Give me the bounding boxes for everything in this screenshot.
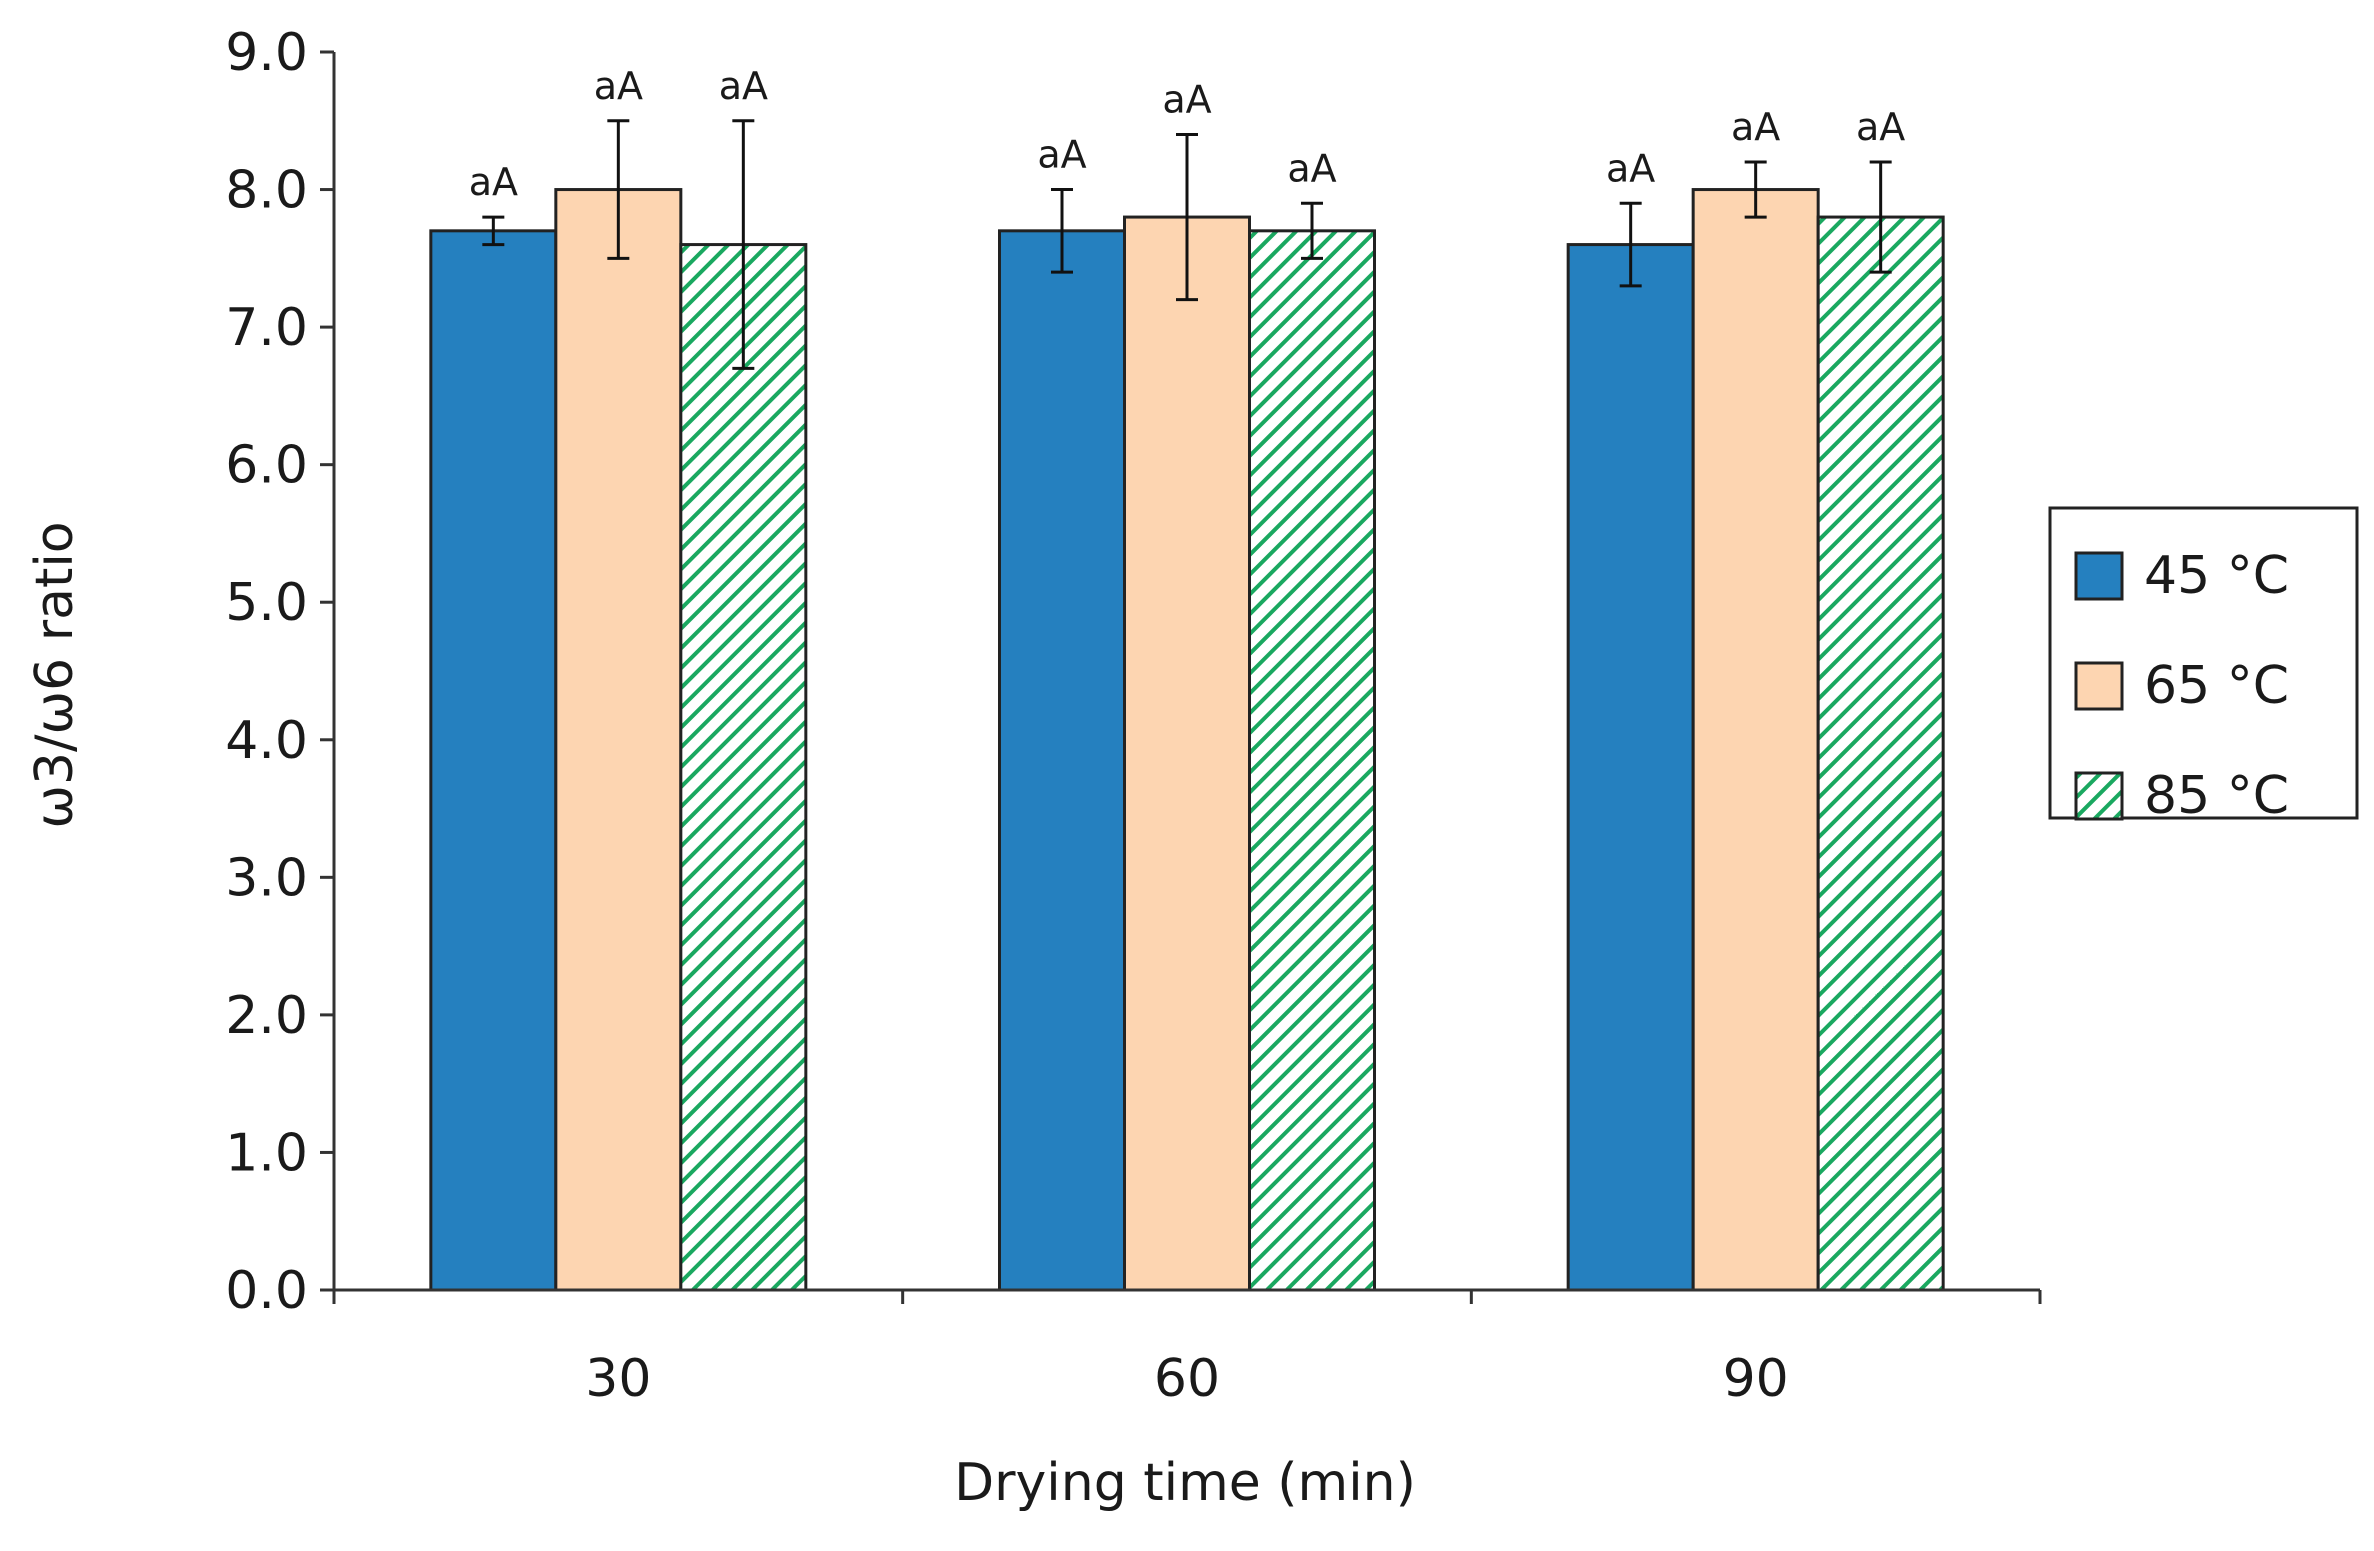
legend: 45 °C 65 °C 85 °C bbox=[2048, 506, 2359, 826]
bar bbox=[1248, 229, 1376, 1292]
data-label: aA bbox=[469, 160, 518, 204]
y-tick-label: 4.0 bbox=[225, 711, 308, 771]
data-label: aA bbox=[1162, 78, 1211, 122]
x-tick-label: 90 bbox=[1723, 1349, 1789, 1409]
bar bbox=[679, 243, 808, 1292]
bar bbox=[1566, 243, 1695, 1292]
data-label: aA bbox=[719, 64, 768, 108]
y-tick-label: 6.0 bbox=[225, 436, 308, 496]
bar bbox=[554, 188, 683, 1292]
data-label: aA bbox=[1037, 133, 1086, 177]
bar bbox=[998, 229, 1126, 1292]
data-label: aA bbox=[1731, 105, 1780, 149]
y-tick-label: 1.0 bbox=[225, 1123, 308, 1183]
bar bbox=[429, 229, 558, 1292]
data-label: aA bbox=[594, 64, 643, 108]
y-axis-title: ω3/ω6 ratio bbox=[25, 521, 85, 828]
y-tick-label: 0.0 bbox=[225, 1261, 308, 1321]
legend-swatch bbox=[2074, 551, 2124, 601]
x-tick-label: 60 bbox=[1154, 1349, 1220, 1409]
legend-label: 65 °C bbox=[2144, 656, 2289, 716]
legend-swatch bbox=[2074, 771, 2124, 821]
plot-area: aA aA aA aA aA aA aA aA aA bbox=[429, 64, 1945, 1292]
y-tick-label: 5.0 bbox=[225, 573, 308, 633]
y-tick-label: 8.0 bbox=[225, 161, 308, 221]
data-label: aA bbox=[1287, 146, 1336, 190]
legend-label: 85 °C bbox=[2144, 766, 2289, 826]
y-tick-label: 2.0 bbox=[225, 986, 308, 1046]
y-tick-label: 9.0 bbox=[225, 23, 308, 83]
x-axis-title: Drying time (min) bbox=[954, 1453, 1416, 1513]
y-tick-label: 7.0 bbox=[225, 298, 308, 358]
axes: ω3/ω6 ratio Drying time (min) 0.0 1.0 2.0 3… bbox=[25, 23, 2042, 1513]
x-tick-label: 30 bbox=[585, 1349, 651, 1409]
data-label: aA bbox=[1606, 146, 1655, 190]
legend-label: 45 °C bbox=[2144, 546, 2289, 606]
legend-swatch bbox=[2074, 661, 2124, 711]
bar bbox=[1816, 215, 1945, 1292]
data-label: aA bbox=[1856, 105, 1905, 149]
bar bbox=[1123, 215, 1251, 1292]
bar bbox=[1691, 188, 1820, 1292]
y-tick-label: 3.0 bbox=[225, 848, 308, 908]
